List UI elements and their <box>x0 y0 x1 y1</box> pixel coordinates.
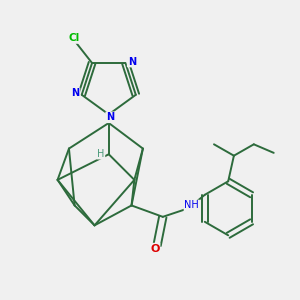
Text: NH: NH <box>184 200 199 211</box>
Text: N: N <box>106 112 114 122</box>
Text: O: O <box>150 244 160 254</box>
Text: N: N <box>128 57 136 67</box>
Text: H: H <box>97 149 104 159</box>
Text: Cl: Cl <box>68 33 80 43</box>
Text: N: N <box>71 88 80 98</box>
